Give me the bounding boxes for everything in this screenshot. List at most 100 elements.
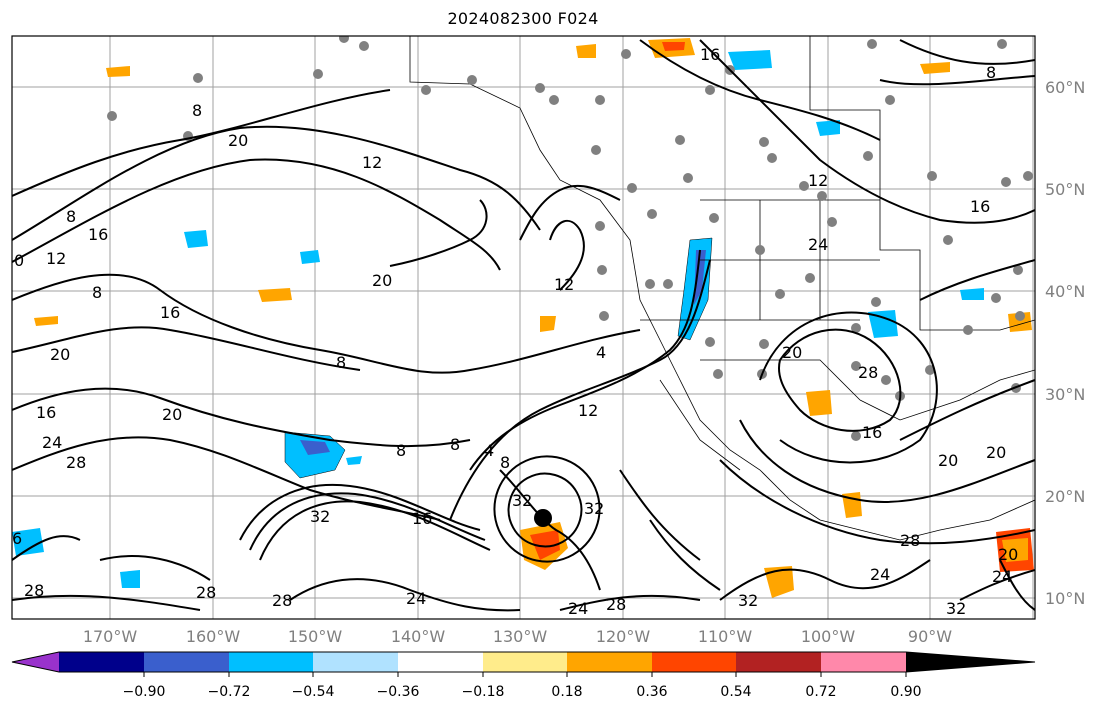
contour-label: 8	[986, 63, 996, 82]
latitude-label: 20°N	[1045, 487, 1085, 506]
contour-label: 32	[310, 507, 330, 526]
contour-label: 28	[606, 595, 626, 614]
colorbar-tick-label: 0.72	[805, 684, 836, 700]
longitude-label: 140°W	[391, 627, 446, 646]
contour-label: 8	[450, 435, 460, 454]
contour-label: 32	[946, 599, 966, 618]
colorbar-tick-label: 0.18	[551, 684, 582, 700]
contour-label: 24	[42, 433, 62, 452]
contour-label: 28	[272, 591, 292, 610]
contour-label: 8	[92, 283, 102, 302]
contour-label: 32	[584, 499, 604, 518]
latitude-label: 10°N	[1045, 589, 1085, 608]
colorbar-segment-extend-low	[12, 652, 59, 672]
colorbar-tick-label: 0.36	[636, 684, 667, 700]
contour-label: 12	[362, 153, 382, 172]
latitude-label: 30°N	[1045, 385, 1085, 404]
contour-label: 28	[196, 583, 216, 602]
colorbar-segment	[736, 652, 821, 672]
map-title: 2024082300 F024	[447, 9, 599, 28]
contour-label: 32	[512, 491, 532, 510]
colorbar-outline	[11, 651, 1036, 673]
contour-label: 16	[700, 45, 720, 64]
contour-lines	[12, 39, 1035, 612]
contour-label-group: 16 8 8 20 12 8 20 12 16 0 12 8 16 20 20 …	[12, 45, 1018, 618]
colorbar: −0.90 −0.72 −0.54 −0.36 −0.18 0.18 0.36 …	[11, 651, 1036, 700]
contour-label: 24	[992, 567, 1012, 586]
contour-label: 16	[36, 403, 56, 422]
contour-label: 20	[938, 451, 958, 470]
contour-label: 20	[162, 405, 182, 424]
longitude-label: 130°W	[493, 627, 548, 646]
contour-label: 12	[578, 401, 598, 420]
latitude-label: 40°N	[1045, 282, 1085, 301]
colorbar-segment	[229, 652, 313, 672]
colorbar-tick-label: −0.36	[377, 684, 420, 700]
colorbar-tick-label: 0.54	[720, 684, 751, 700]
latitude-axis: 60°N 50°N 40°N 30°N 20°N 10°N	[1045, 78, 1085, 608]
contour-label: 0	[14, 251, 24, 270]
colorbar-segment-extend-high	[906, 652, 1035, 672]
graticule	[12, 36, 1035, 619]
longitude-label: 90°W	[908, 627, 952, 646]
coastlines	[409, 36, 1035, 541]
contour-label: 16	[88, 225, 108, 244]
longitude-label: 120°W	[596, 627, 651, 646]
contour-label: 6	[12, 529, 22, 548]
contour-label: 28	[66, 453, 86, 472]
contour-label: 4	[484, 441, 494, 460]
colorbar-segment	[59, 652, 144, 672]
longitude-label: 160°W	[186, 627, 241, 646]
storm-center-marker	[534, 509, 552, 527]
contour-label: 12	[554, 275, 574, 294]
colorbar-tick-label: −0.72	[208, 684, 251, 700]
contour-label: 20	[782, 343, 802, 362]
colorbar-segment	[313, 652, 398, 672]
contour-label: 8	[500, 453, 510, 472]
contour-label: 20	[50, 345, 70, 364]
longitude-label: 100°W	[801, 627, 856, 646]
colorbar-segment	[652, 652, 736, 672]
contour-label: 16	[862, 423, 882, 442]
contour-label: 28	[900, 531, 920, 550]
contour-label: 16	[970, 197, 990, 216]
longitude-label: 170°W	[83, 627, 138, 646]
station-dots	[107, 36, 1033, 441]
longitude-label: 150°W	[288, 627, 343, 646]
contour-label: 12	[46, 249, 66, 268]
colorbar-tick-label: −0.54	[292, 684, 335, 700]
contour-label: 20	[228, 131, 248, 150]
colorbar-segment	[483, 652, 567, 672]
contour-label: 16	[160, 303, 180, 322]
contour-label: 20	[998, 545, 1018, 564]
longitude-label: 110°W	[698, 627, 753, 646]
colorbar-segment	[398, 652, 483, 672]
contour-label: 8	[396, 441, 406, 460]
colorbar-tick-label: 0.90	[890, 684, 921, 700]
contour-label: 24	[870, 565, 890, 584]
colorbar-tick-label: −0.18	[462, 684, 505, 700]
map-frame	[11, 35, 1036, 620]
contour-label: 24	[808, 235, 828, 254]
contour-label: 20	[372, 271, 392, 290]
map-panel: 16 8 8 20 12 8 20 12 16 0 12 8 16 20 20 …	[12, 36, 1035, 619]
contour-label: 4	[596, 343, 606, 362]
colorbar-tick-label: −0.90	[123, 684, 166, 700]
latitude-label: 60°N	[1045, 78, 1085, 97]
contour-label: 12	[808, 171, 828, 190]
contour-label: 20	[986, 443, 1006, 462]
contour-label: 32	[738, 591, 758, 610]
contour-label: 24	[406, 589, 426, 608]
contour-label: 16	[412, 509, 432, 528]
contour-label: 24	[568, 599, 588, 618]
colorbar-segment	[567, 652, 652, 672]
colorbar-segment	[144, 652, 229, 672]
latitude-label: 50°N	[1045, 180, 1085, 199]
contour-label: 28	[858, 363, 878, 382]
contour-label: 8	[66, 207, 76, 226]
longitude-axis: 170°W 160°W 150°W 140°W 130°W 120°W 110°…	[83, 627, 952, 646]
colorbar-segment	[821, 652, 906, 672]
contour-label: 28	[24, 581, 44, 600]
contour-label: 8	[336, 353, 346, 372]
